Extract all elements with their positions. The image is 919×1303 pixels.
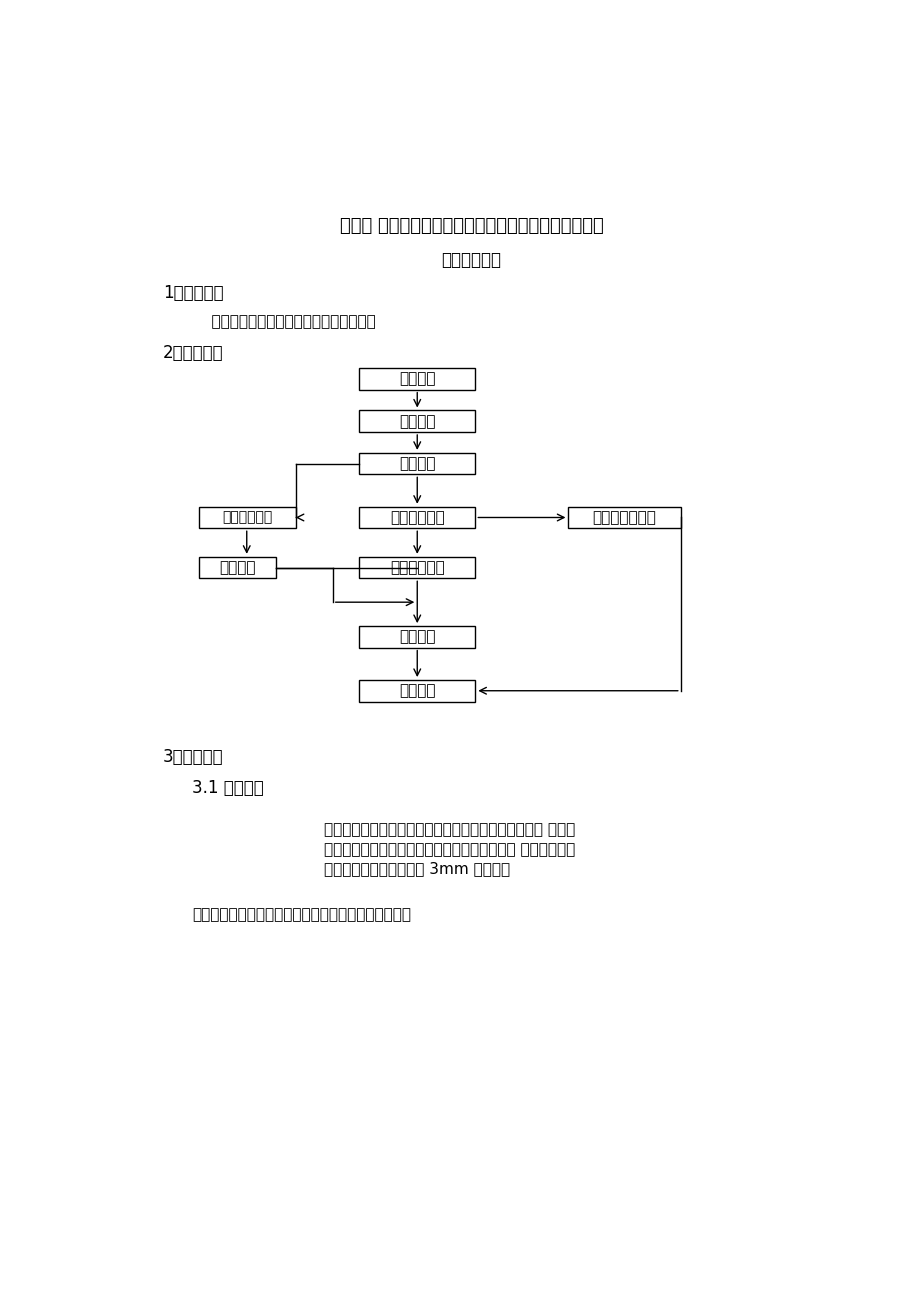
Bar [199,507,295,528]
Text: 给水系统安装: 给水系统安装 [441,251,501,270]
Text: 3、工艺措施: 3、工艺措施 [163,748,223,766]
Text: 干管安装: 干管安装 [399,456,435,472]
Text: 本项目大量的卫生间给水管道需要暗敷，要与土建的间 墙砌体: 本项目大量的卫生间给水管道需要暗敷，要与土建的间 墙砌体 [323,822,575,838]
Bar [358,556,475,579]
Text: 与土建商定，有关配水点的定位参考坐标、定位方案及: 与土建商定，有关配水点的定位参考坐标、定位方案及 [192,907,411,923]
Text: 2、安装流程: 2、安装流程 [163,344,223,362]
Text: 作业密切配合。配水点的定位必须准确，点的分 布必须横平竖: 作业密切配合。配水点的定位必须准确，点的分 布必须横平竖 [323,842,575,857]
Bar [358,369,475,390]
Text: 1、系统简介: 1、系统简介 [163,284,223,302]
Text: 安装准备: 安装准备 [399,371,435,387]
Text: 第三节 给排水、消防水工程施工方法、程序说明和附图: 第三节 给排水、消防水工程施工方法、程序说明和附图 [339,216,603,235]
Text: 给水泵房安装: 给水泵房安装 [221,511,272,525]
Bar [358,507,475,528]
Text: 3.1 管道安装: 3.1 管道安装 [192,779,264,796]
Bar [358,625,475,648]
Bar [568,507,680,528]
Bar [358,680,475,701]
Text: 洁具安装: 洁具安装 [399,629,435,645]
Text: 各层支管安装: 各层支管安装 [390,560,444,575]
Text: 各区立管安装: 各区立管安装 [390,509,444,525]
Text: 预制加工: 预制加工 [399,414,435,429]
Bar [358,453,475,474]
Text: 管道试压、冲洗: 管道试压、冲洗 [592,509,656,525]
Text: 本工程给水系统仅包括标准层卫生间区。: 本工程给水系统仅包括标准层卫生间区。 [192,314,376,330]
Bar [358,410,475,433]
Text: 直，整体平移偏差不大于 3mm 很有必要: 直，整体平移偏差不大于 3mm 很有必要 [323,861,510,876]
Text: 管道试压: 管道试压 [219,560,255,575]
Bar [199,556,276,579]
Text: 调试验收: 调试验收 [399,683,435,698]
